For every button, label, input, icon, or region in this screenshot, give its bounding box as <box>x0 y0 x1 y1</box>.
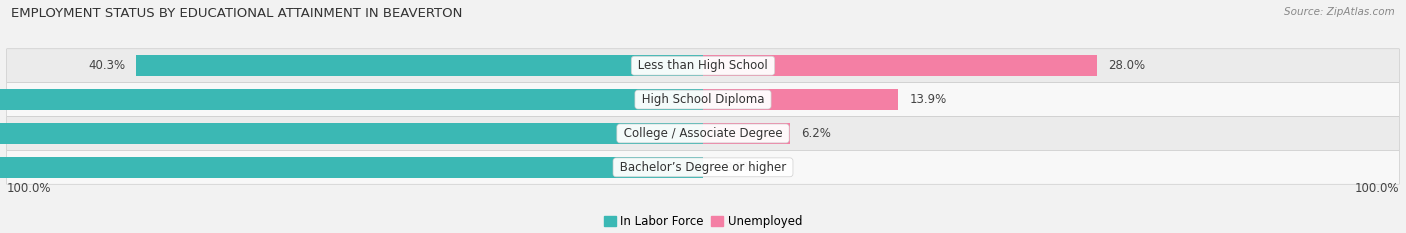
Bar <box>703 123 790 144</box>
Text: High School Diploma: High School Diploma <box>638 93 768 106</box>
Text: Source: ZipAtlas.com: Source: ZipAtlas.com <box>1284 7 1395 17</box>
FancyBboxPatch shape <box>7 116 1399 150</box>
FancyBboxPatch shape <box>7 83 1399 116</box>
Text: 28.0%: 28.0% <box>1108 59 1144 72</box>
Text: Bachelor’s Degree or higher: Bachelor’s Degree or higher <box>616 161 790 174</box>
Bar <box>703 55 1097 76</box>
Text: 0.0%: 0.0% <box>724 161 754 174</box>
Text: College / Associate Degree: College / Associate Degree <box>620 127 786 140</box>
Text: 13.9%: 13.9% <box>910 93 946 106</box>
Bar <box>703 89 898 110</box>
Text: EMPLOYMENT STATUS BY EDUCATIONAL ATTAINMENT IN BEAVERTON: EMPLOYMENT STATUS BY EDUCATIONAL ATTAINM… <box>11 7 463 20</box>
Text: 40.3%: 40.3% <box>89 59 125 72</box>
Text: Less than High School: Less than High School <box>634 59 772 72</box>
Text: 6.2%: 6.2% <box>801 127 831 140</box>
Legend: In Labor Force, Unemployed: In Labor Force, Unemployed <box>599 210 807 233</box>
Text: 100.0%: 100.0% <box>1354 182 1399 195</box>
FancyBboxPatch shape <box>7 49 1399 83</box>
Text: 100.0%: 100.0% <box>7 182 52 195</box>
Bar <box>0 157 703 178</box>
Bar <box>0 89 703 110</box>
Bar <box>136 55 703 76</box>
Bar <box>0 123 703 144</box>
FancyBboxPatch shape <box>7 150 1399 184</box>
